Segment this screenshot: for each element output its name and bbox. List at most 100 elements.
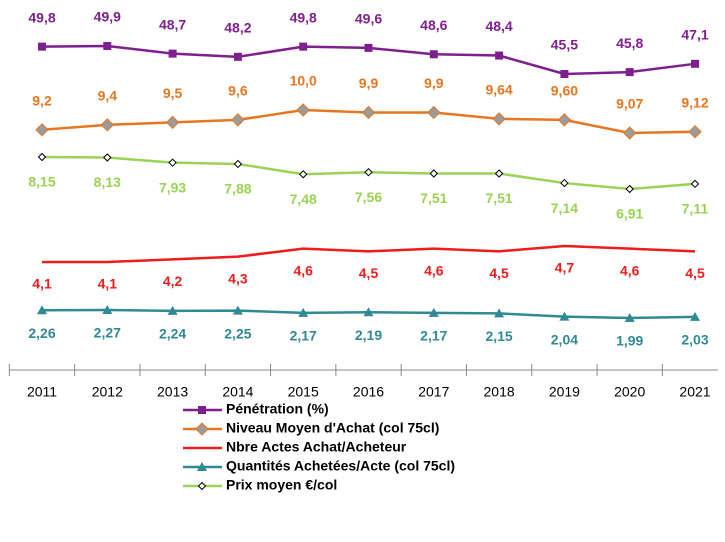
- data-label: 2,25: [224, 325, 251, 341]
- marker: [103, 42, 112, 50]
- data-label: 4,6: [293, 262, 313, 278]
- marker: [428, 307, 439, 317]
- marker: [299, 42, 308, 51]
- x-tick-label: 2017: [418, 384, 449, 400]
- marker: [495, 51, 504, 60]
- data-label: 7,51: [485, 190, 512, 206]
- marker: [197, 462, 207, 471]
- legend-label: Niveau Moyen d'Achat (col 75cl): [226, 420, 439, 436]
- data-label: 8,15: [28, 174, 55, 190]
- x-tick-label: 2013: [157, 384, 188, 400]
- legend-label: Nbre Actes Achat/Acheteur: [226, 439, 407, 455]
- x-tick-label: 2018: [484, 384, 515, 400]
- data-label: 2,24: [159, 326, 186, 342]
- marker: [429, 169, 439, 178]
- marker: [103, 153, 112, 162]
- data-label: 4,3: [228, 270, 248, 286]
- data-label: 7,93: [159, 179, 186, 195]
- data-label: 49,6: [355, 11, 382, 27]
- data-label: 49,9: [94, 9, 121, 25]
- marker: [625, 184, 634, 194]
- marker: [690, 311, 700, 321]
- marker: [298, 307, 309, 317]
- marker: [296, 103, 310, 117]
- x-tick-label: 2021: [679, 384, 710, 400]
- marker: [231, 113, 245, 127]
- data-label: 9,2: [32, 92, 52, 108]
- marker: [198, 406, 206, 414]
- legend-label: Pénétration (%): [226, 401, 329, 417]
- data-label: 48,4: [485, 18, 512, 34]
- data-label: 7,88: [224, 181, 251, 197]
- data-label: 9,9: [424, 75, 444, 91]
- data-label: 4,5: [685, 265, 705, 281]
- data-label: 7,56: [355, 189, 382, 205]
- data-label: 9,07: [616, 96, 643, 112]
- x-tick-label: 2012: [92, 384, 123, 400]
- data-label: 4,5: [359, 265, 379, 281]
- data-label: 49,8: [28, 9, 55, 25]
- x-tick-label: 2015: [288, 384, 319, 400]
- data-label: 4,1: [98, 276, 118, 292]
- data-label: 2,17: [420, 328, 447, 344]
- marker: [165, 115, 180, 130]
- data-label: 2,27: [94, 325, 121, 341]
- data-label: 7,51: [420, 190, 447, 206]
- marker: [197, 481, 207, 491]
- marker: [560, 178, 569, 188]
- data-label: 9,60: [551, 83, 578, 99]
- marker: [625, 68, 634, 77]
- marker: [232, 305, 243, 315]
- marker: [427, 105, 441, 120]
- data-label: 4,5: [489, 265, 509, 281]
- data-label: 9,4: [98, 88, 118, 104]
- data-label: 9,9: [359, 75, 379, 91]
- data-label: 4,6: [620, 262, 640, 278]
- data-label: 4,2: [163, 273, 183, 289]
- marker: [559, 311, 570, 321]
- marker: [691, 59, 699, 68]
- data-label: 2,15: [485, 328, 512, 344]
- data-label: 2,03: [681, 332, 708, 348]
- data-label: 4,7: [555, 260, 575, 276]
- data-label: 4,1: [32, 276, 52, 292]
- data-label: 45,5: [551, 37, 578, 53]
- data-label: 48,6: [420, 17, 447, 33]
- marker: [688, 125, 702, 139]
- data-label: 8,13: [94, 174, 121, 190]
- data-label: 2,26: [28, 325, 55, 341]
- data-label: 9,12: [681, 94, 708, 110]
- marker: [364, 43, 373, 52]
- legend-label: Quantités Achetées/Acte (col 75cl): [226, 458, 455, 474]
- marker: [429, 50, 438, 59]
- x-tick-label: 2020: [614, 384, 645, 400]
- data-label: 9,64: [485, 82, 512, 98]
- marker: [167, 305, 178, 315]
- marker: [233, 52, 242, 61]
- marker: [363, 307, 374, 317]
- marker: [492, 112, 506, 126]
- marker: [168, 49, 177, 58]
- legend-label: Prix moyen €/col: [226, 477, 337, 493]
- marker: [364, 168, 373, 177]
- data-label: 48,2: [224, 20, 251, 36]
- data-label: 6,91: [616, 206, 643, 222]
- data-label: 7,48: [290, 191, 317, 207]
- data-label: 2,17: [290, 328, 317, 344]
- marker: [690, 179, 700, 189]
- marker: [494, 308, 505, 318]
- marker: [35, 123, 49, 137]
- marker: [168, 158, 177, 167]
- x-tick-label: 2011: [27, 384, 57, 400]
- marker: [37, 152, 47, 162]
- x-tick-label: 2016: [353, 384, 384, 400]
- marker: [361, 105, 376, 120]
- data-label: 49,8: [290, 9, 317, 25]
- marker: [622, 126, 637, 140]
- marker: [38, 42, 46, 51]
- data-label: 9,6: [228, 83, 248, 99]
- data-label: 9,5: [163, 85, 183, 101]
- marker: [494, 169, 504, 178]
- marker: [298, 170, 308, 179]
